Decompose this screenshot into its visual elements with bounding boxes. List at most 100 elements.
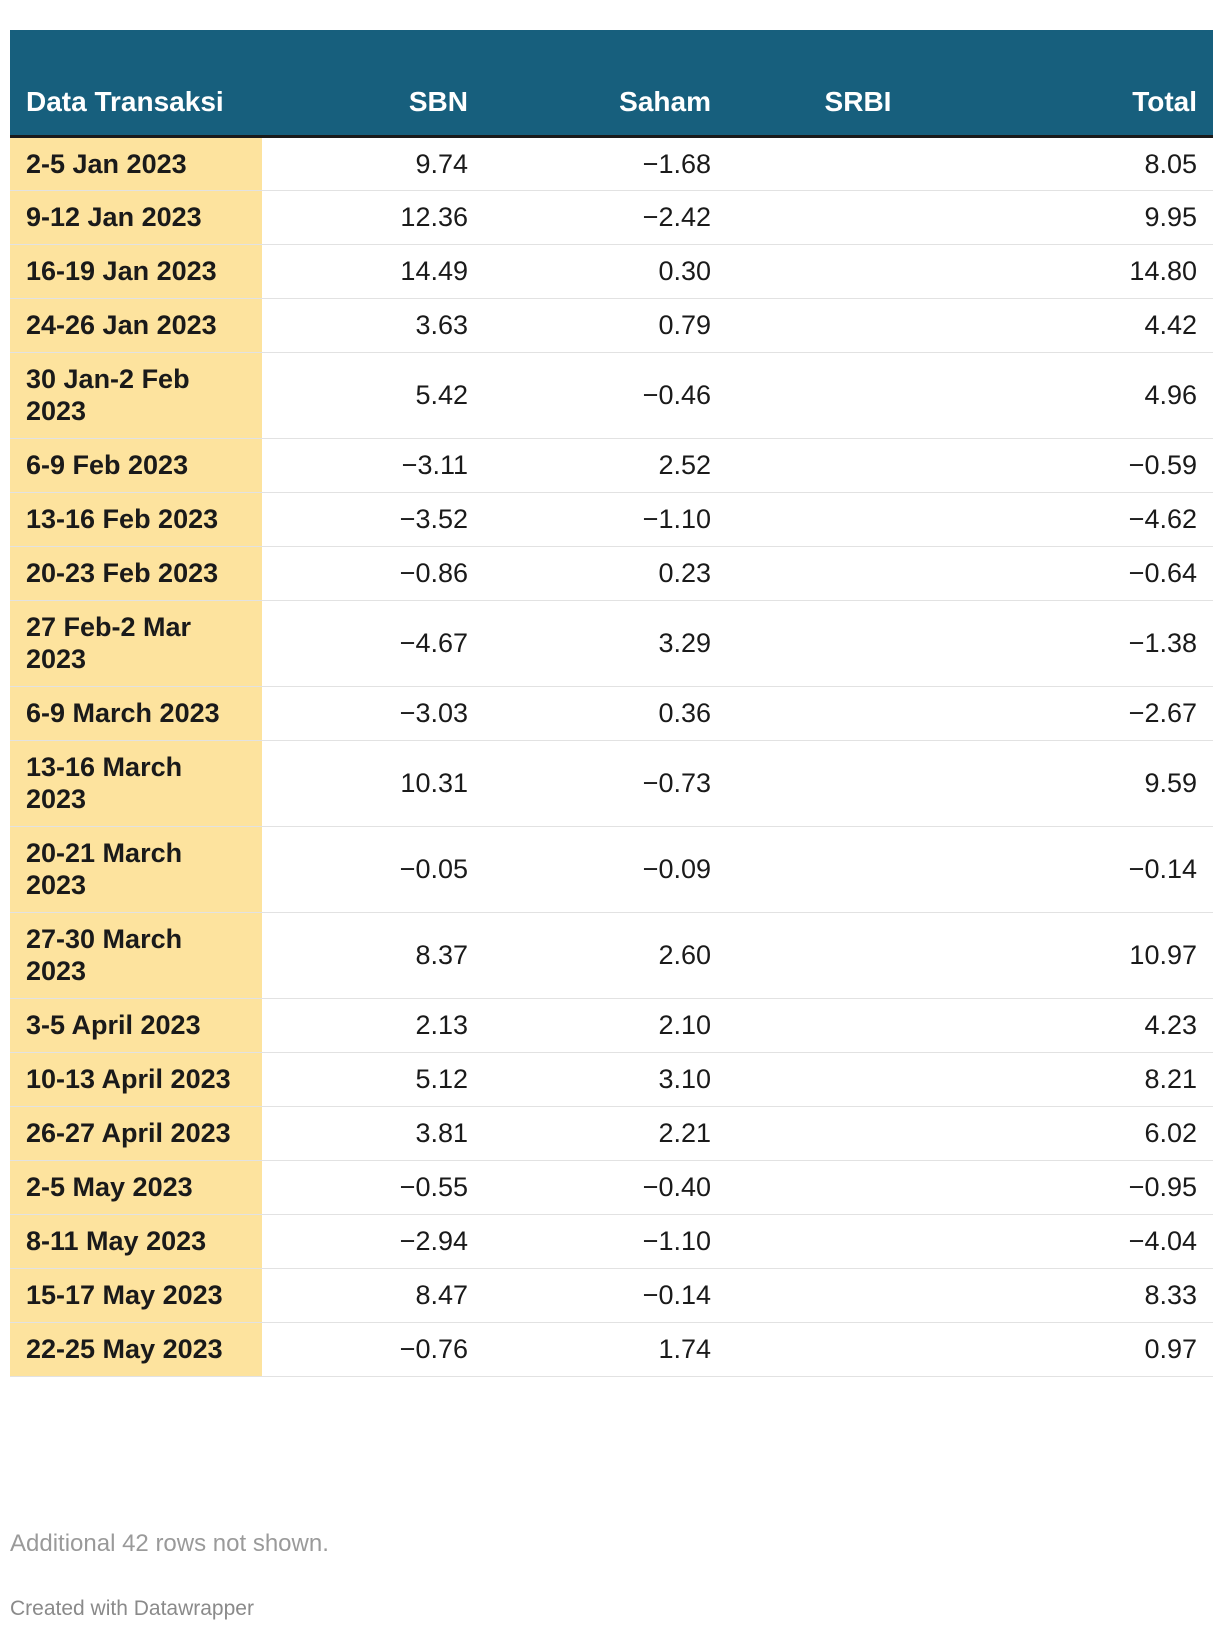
table-row: 8-11 May 2023 −2.94 −1.10 −4.04 <box>10 1214 1213 1269</box>
saham-value: −1.10 <box>484 1214 727 1269</box>
sbn-value: −0.55 <box>262 1160 484 1215</box>
table-body: 2-5 Jan 2023 9.74 −1.68 8.05 9-12 Jan 2023 12… <box>10 136 1213 1377</box>
table-row: 16-19 Jan 2023 14.49 0.30 14.80 <box>10 244 1213 299</box>
row-label: 9-12 Jan 2023 <box>10 190 262 245</box>
total-value: 14.80 <box>989 244 1213 299</box>
srbi-value <box>727 1214 989 1269</box>
saham-value: −1.68 <box>484 136 727 191</box>
srbi-value <box>727 600 989 687</box>
table-row: 30 Jan-2 Feb 2023 5.42 −0.46 4.96 <box>10 352 1213 439</box>
table-row: 26-27 April 2023 3.81 2.21 6.02 <box>10 1106 1213 1161</box>
row-label: 13-16 March 2023 <box>10 740 262 827</box>
datawrapper-credit: Created with Datawrapper <box>10 1597 254 1620</box>
row-label: 24-26 Jan 2023 <box>10 298 262 353</box>
row-label: 3-5 April 2023 <box>10 998 262 1053</box>
srbi-value <box>727 1052 989 1107</box>
sbn-value: 14.49 <box>262 244 484 299</box>
column-header-saham[interactable]: Saham <box>484 30 727 138</box>
saham-value: 2.60 <box>484 912 727 999</box>
total-value: −4.04 <box>989 1214 1213 1269</box>
total-value: 6.02 <box>989 1106 1213 1161</box>
srbi-value <box>727 1268 989 1323</box>
table-row: 2-5 May 2023 −0.55 −0.40 −0.95 <box>10 1160 1213 1215</box>
row-label: 20-21 March 2023 <box>10 826 262 913</box>
sbn-value: −3.11 <box>262 438 484 493</box>
table-row: 9-12 Jan 2023 12.36 −2.42 9.95 <box>10 190 1213 245</box>
srbi-value <box>727 492 989 547</box>
saham-value: 0.36 <box>484 686 727 741</box>
table-row: 10-13 April 2023 5.12 3.10 8.21 <box>10 1052 1213 1107</box>
table-row: 6-9 Feb 2023 −3.11 2.52 −0.59 <box>10 438 1213 493</box>
srbi-value <box>727 352 989 439</box>
sbn-value: −2.94 <box>262 1214 484 1269</box>
sbn-value: −0.05 <box>262 826 484 913</box>
saham-value: 0.79 <box>484 298 727 353</box>
table-row: 2-5 Jan 2023 9.74 −1.68 8.05 <box>10 136 1213 191</box>
saham-value: 2.21 <box>484 1106 727 1161</box>
rows-not-shown-note: Additional 42 rows not shown. <box>10 1530 329 1557</box>
total-value: 9.59 <box>989 740 1213 827</box>
total-value: 8.21 <box>989 1052 1213 1107</box>
total-value: −0.59 <box>989 438 1213 493</box>
total-value: 0.97 <box>989 1322 1213 1377</box>
sbn-value: −0.76 <box>262 1322 484 1377</box>
table-row: 24-26 Jan 2023 3.63 0.79 4.42 <box>10 298 1213 353</box>
srbi-value <box>727 826 989 913</box>
srbi-value <box>727 686 989 741</box>
total-value: 9.95 <box>989 190 1213 245</box>
saham-value: −0.09 <box>484 826 727 913</box>
total-value: 4.23 <box>989 998 1213 1053</box>
row-label: 8-11 May 2023 <box>10 1214 262 1269</box>
srbi-value <box>727 1322 989 1377</box>
table-row: 27 Feb-2 Mar 2023 −4.67 3.29 −1.38 <box>10 600 1213 687</box>
saham-value: 0.23 <box>484 546 727 601</box>
total-value: 4.96 <box>989 352 1213 439</box>
sbn-value: 2.13 <box>262 998 484 1053</box>
sbn-value: 5.12 <box>262 1052 484 1107</box>
table-row: 20-23 Feb 2023 −0.86 0.23 −0.64 <box>10 546 1213 601</box>
column-header-total[interactable]: Total <box>989 30 1213 138</box>
srbi-value <box>727 438 989 493</box>
column-header-srbi[interactable]: SRBI <box>727 30 989 138</box>
total-value: −0.95 <box>989 1160 1213 1215</box>
row-label: 26-27 April 2023 <box>10 1106 262 1161</box>
row-label: 22-25 May 2023 <box>10 1322 262 1377</box>
table-header: Data Transaksi SBN Saham SRBI Total <box>10 30 1213 138</box>
row-label: 15-17 May 2023 <box>10 1268 262 1323</box>
sbn-value: 5.42 <box>262 352 484 439</box>
total-value: 8.05 <box>989 136 1213 191</box>
srbi-value <box>727 546 989 601</box>
sbn-value: −3.52 <box>262 492 484 547</box>
row-label: 6-9 March 2023 <box>10 686 262 741</box>
saham-value: 1.74 <box>484 1322 727 1377</box>
sbn-value: 12.36 <box>262 190 484 245</box>
header-row: Data Transaksi SBN Saham SRBI Total <box>10 30 1213 138</box>
sbn-value: 10.31 <box>262 740 484 827</box>
row-label: 2-5 May 2023 <box>10 1160 262 1215</box>
sbn-value: −3.03 <box>262 686 484 741</box>
table-row: 3-5 April 2023 2.13 2.10 4.23 <box>10 998 1213 1053</box>
srbi-value <box>727 298 989 353</box>
saham-value: −0.46 <box>484 352 727 439</box>
sbn-value: 8.37 <box>262 912 484 999</box>
srbi-value <box>727 136 989 191</box>
table-row: 15-17 May 2023 8.47 −0.14 8.33 <box>10 1268 1213 1323</box>
sbn-value: 3.81 <box>262 1106 484 1161</box>
table-row: 22-25 May 2023 −0.76 1.74 0.97 <box>10 1322 1213 1377</box>
total-value: −0.64 <box>989 546 1213 601</box>
srbi-value <box>727 740 989 827</box>
srbi-value <box>727 1160 989 1215</box>
total-value: −2.67 <box>989 686 1213 741</box>
saham-value: −0.14 <box>484 1268 727 1323</box>
row-label: 27-30 March 2023 <box>10 912 262 999</box>
total-value: 8.33 <box>989 1268 1213 1323</box>
column-header-sbn[interactable]: SBN <box>262 30 484 138</box>
row-label: 20-23 Feb 2023 <box>10 546 262 601</box>
saham-value: 3.29 <box>484 600 727 687</box>
row-label: 10-13 April 2023 <box>10 1052 262 1107</box>
row-label: 16-19 Jan 2023 <box>10 244 262 299</box>
column-header-data-transaksi[interactable]: Data Transaksi <box>10 30 262 138</box>
data-table: Data Transaksi SBN Saham SRBI Total 2-5 … <box>10 30 1213 1377</box>
sbn-value: 9.74 <box>262 136 484 191</box>
sbn-value: 8.47 <box>262 1268 484 1323</box>
